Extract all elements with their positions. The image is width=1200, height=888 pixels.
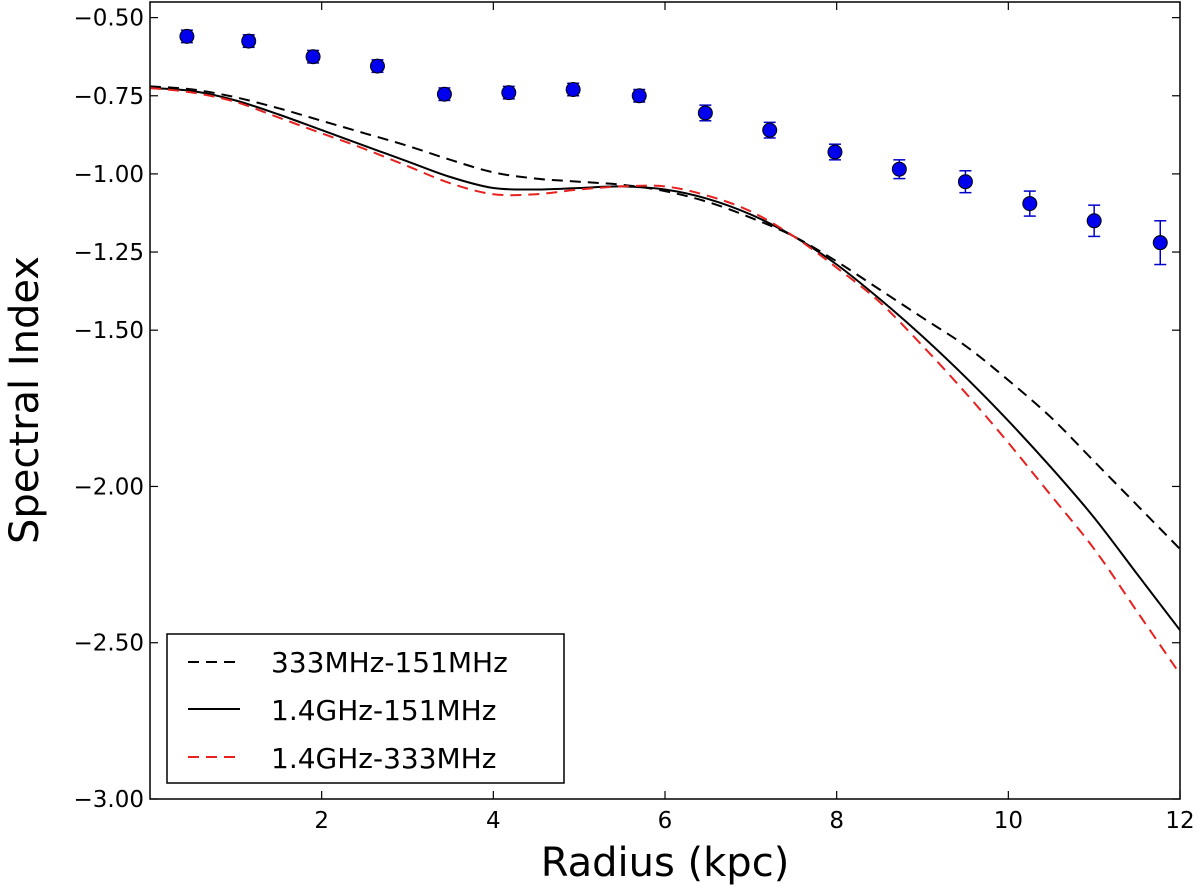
y-tick-label-2: −2.00 — [74, 474, 144, 500]
data-point-8 — [631, 88, 647, 104]
legend-label-1-4ghz-151mhz: 1.4GHz-151MHz — [271, 694, 496, 727]
data-point-7 — [565, 82, 581, 98]
data-point-13 — [957, 174, 973, 190]
y-tick-label-0-75: −0.75 — [74, 84, 144, 110]
y-tick-label-2-5: −2.50 — [74, 631, 144, 657]
data-point-16 — [1152, 235, 1168, 251]
data-point-1 — [179, 28, 195, 44]
x-tick-label-12: 12 — [1165, 808, 1194, 834]
data-point-4 — [369, 58, 385, 74]
series-lines — [149, 85, 1181, 675]
data-point-12 — [891, 161, 907, 177]
x-axis-title: Radius (kpc) — [541, 840, 790, 886]
data-point-11 — [827, 144, 843, 160]
data-point-15 — [1086, 213, 1102, 229]
data-point-6 — [501, 85, 517, 101]
data-point-5 — [436, 86, 452, 102]
data-point-3 — [305, 49, 321, 65]
series-line-1-4ghz-333mhz — [149, 87, 1181, 675]
legend-label-333mhz-151mhz: 333MHz-151MHz — [271, 646, 508, 679]
series-line-333mhz-151mhz — [149, 85, 1181, 550]
series-line-1-4ghz-151mhz — [149, 87, 1181, 631]
data-point-9 — [697, 105, 713, 121]
data-points — [179, 28, 1168, 266]
x-tick-label-10: 10 — [994, 808, 1023, 834]
x-tick-label-4: 4 — [486, 808, 501, 834]
y-tick-label-1-25: −1.25 — [74, 240, 144, 266]
x-tick-label-6: 6 — [658, 808, 673, 834]
y-tick-label-1: −1.00 — [74, 162, 144, 188]
y-tick-label-0-5: −0.50 — [74, 6, 144, 32]
x-tick-label-2: 2 — [314, 808, 329, 834]
y-tick-label-3: −3.00 — [74, 787, 144, 813]
y-tick-label-1-5: −1.50 — [74, 318, 144, 344]
y-axis-title: Spectral Index — [2, 256, 48, 544]
data-point-10 — [762, 122, 778, 138]
data-point-14 — [1022, 196, 1038, 212]
x-tick-label-8: 8 — [829, 808, 844, 834]
data-point-2 — [241, 33, 257, 49]
axis-ticks: 2 4 6 8 10 12 −0.50 −0.75 −1.00 −1.25 −1.50 −2.00 −2… — [74, 2, 1195, 834]
plot-frame — [149, 1, 1181, 800]
legend-label-1-4ghz-333mhz: 1.4GHz-333MHz — [271, 742, 496, 775]
legend: 333MHz-151MHz 1.4GHz-151MHz 1.4GHz-333MH… — [166, 633, 565, 784]
